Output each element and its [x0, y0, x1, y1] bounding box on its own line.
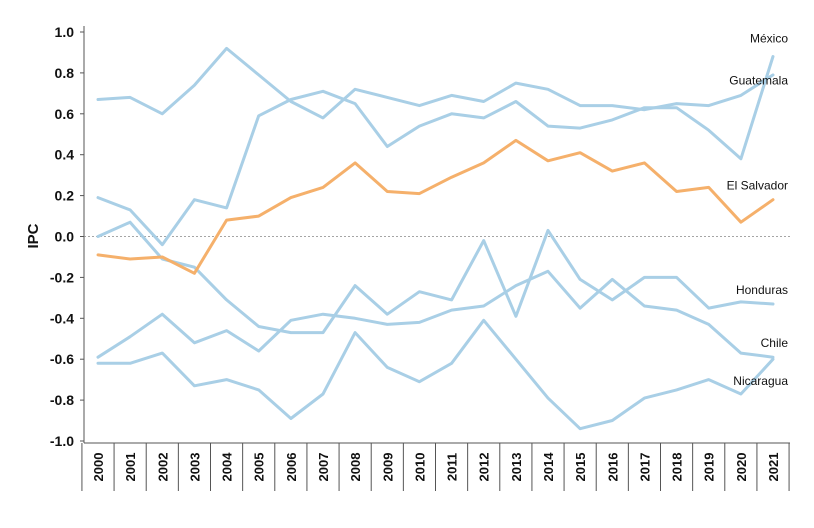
x-tick-label: 2000 [91, 453, 106, 482]
y-tick-label: 0.0 [55, 229, 75, 245]
x-tick-label: 2003 [187, 453, 202, 482]
series-line-nicaragua [96, 318, 775, 431]
series-label-el-salvador: El Salvador [727, 179, 788, 193]
y-tick-label: -0.4 [50, 310, 74, 326]
series-label-honduras: Honduras [736, 283, 788, 297]
x-tick-label: 2016 [605, 453, 620, 482]
x-tick-label: 2004 [220, 452, 235, 482]
series-line-guatemala [96, 46, 775, 120]
x-tick-label: 2007 [316, 453, 331, 482]
x-tick-label: 2019 [702, 453, 717, 482]
series-line-honduras [96, 220, 775, 335]
x-tick-label: 2017 [637, 453, 652, 482]
x-tick-label: 2008 [348, 453, 363, 482]
x-tick-label: 2015 [573, 453, 588, 482]
y-tick-label: -0.6 [50, 351, 74, 367]
series-line-méxico [96, 55, 775, 247]
x-tick-label: 2001 [123, 453, 138, 482]
y-tick-label: 0.4 [55, 147, 75, 163]
y-tick-label: 0.8 [55, 65, 75, 81]
x-tick-label: 2012 [477, 453, 492, 482]
x-tick-label: 2014 [541, 452, 556, 482]
x-tick-label: 2002 [155, 453, 170, 482]
x-tick-label: 2006 [284, 453, 299, 482]
y-tick-label: 0.2 [55, 188, 75, 204]
series-label-chile: Chile [761, 336, 789, 350]
y-tick-label: -0.2 [50, 269, 74, 285]
x-tick-label: 2020 [734, 453, 749, 482]
y-axis-label: IPC [25, 223, 42, 248]
series-lines [96, 46, 775, 431]
series-label-guatemala: Guatemala [729, 74, 788, 88]
x-tick-label: 2005 [252, 453, 267, 482]
y-tick-label: 1.0 [55, 24, 75, 40]
y-tick-label: -1.0 [50, 433, 74, 449]
series-line-el-salvador [96, 138, 775, 275]
axes: 1.0 0.8 0.6 0.4 0.2 0.0 -0.2 -0.4 -0.6 -0.8 -1.0 20… [50, 24, 790, 491]
y-tick-label: -0.8 [50, 392, 74, 408]
series-label-méxico: México [750, 32, 788, 46]
series-labels: México Guatemala El Salvador Honduras Chile N… [727, 32, 789, 389]
x-tick-label: 2018 [670, 453, 685, 482]
series-label-nicaragua: Nicaragua [733, 374, 788, 388]
x-tick-label: 2009 [380, 453, 395, 482]
series-line-chile [96, 269, 775, 359]
x-tick-label: 2011 [445, 453, 460, 481]
x-tick-label: 2021 [766, 453, 781, 482]
x-tick-label: 2010 [412, 453, 427, 482]
x-tick-label: 2013 [509, 453, 524, 482]
y-tick-label: 0.6 [55, 106, 75, 122]
